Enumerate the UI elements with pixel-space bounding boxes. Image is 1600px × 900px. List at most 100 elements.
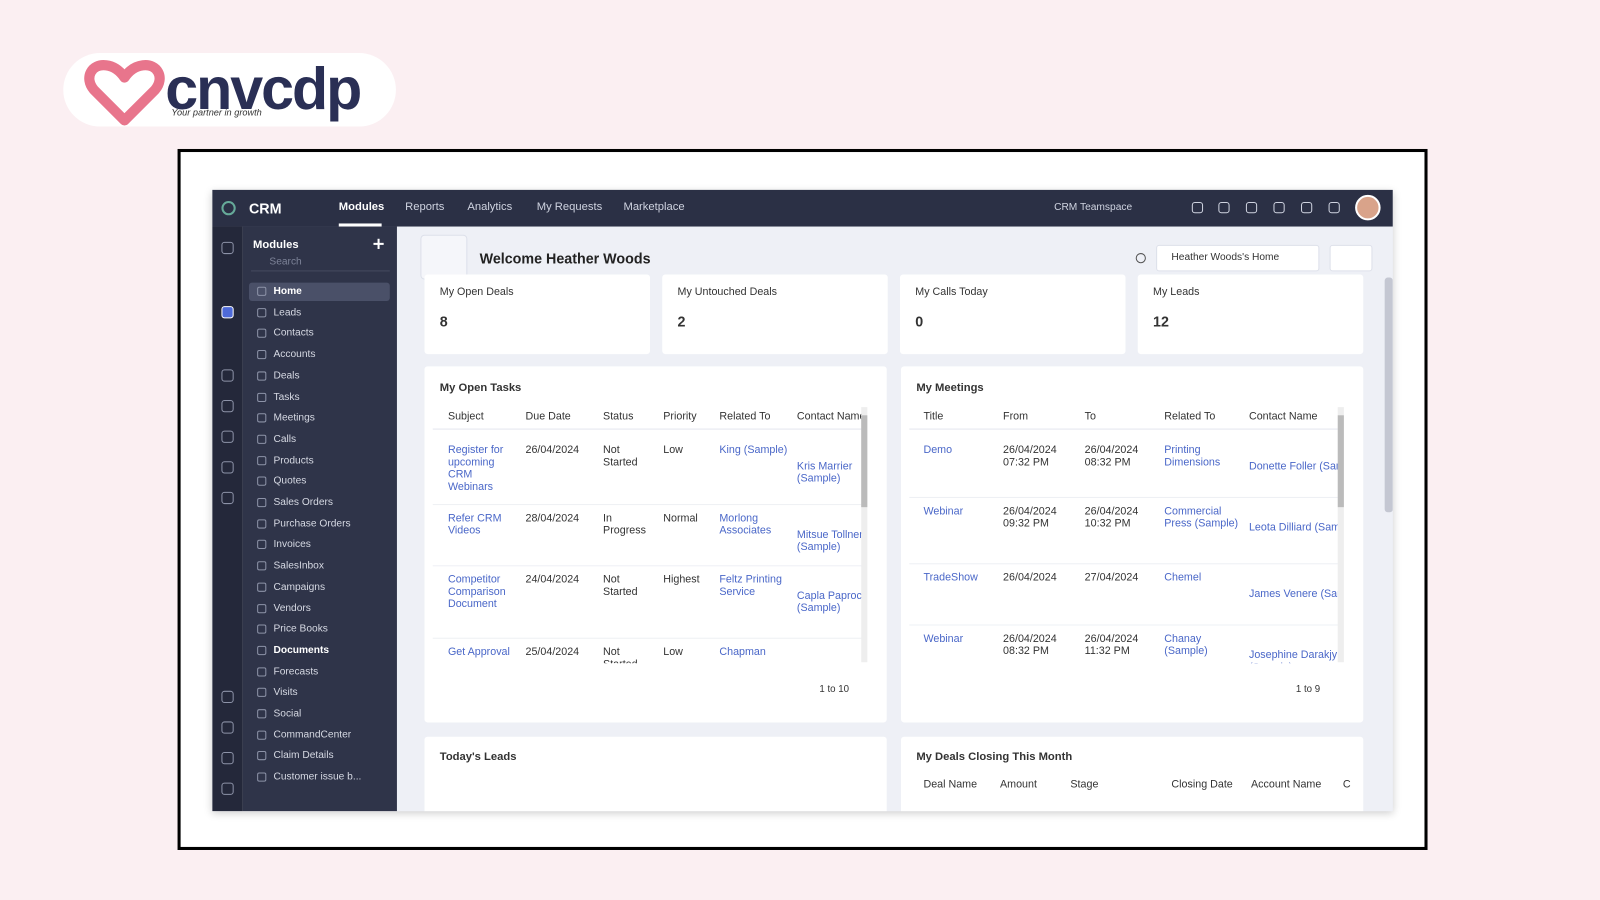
pager[interactable]: 1 to 9: [1295, 683, 1321, 695]
row-line: [432, 504, 865, 506]
cell[interactable]: Webinar: [923, 505, 964, 518]
cell: 26/04/2024: [1003, 571, 1057, 584]
menu-item[interactable]: Purchase Orders: [273, 518, 351, 530]
menu-item[interactable]: SalesInbox: [273, 560, 324, 572]
pager[interactable]: 1 to 10: [819, 683, 850, 695]
toolbar-icon[interactable]: [1301, 202, 1313, 214]
toolbar-icon[interactable]: [1273, 202, 1285, 214]
search-box[interactable]: Search: [251, 253, 390, 272]
column-header: Related To: [1164, 410, 1216, 423]
toolbar-icon[interactable]: [1328, 202, 1340, 214]
scrollbar: [1337, 407, 1344, 663]
cell[interactable]: Kris Marrier (Sample): [796, 460, 853, 485]
menu-item[interactable]: Meetings: [273, 412, 315, 424]
rail-icon[interactable]: [221, 752, 234, 765]
menu-item[interactable]: Quotes: [273, 475, 307, 488]
menu-item[interactable]: Forecasts: [273, 665, 319, 678]
rail-icon[interactable]: [221, 721, 234, 734]
menu-icon: [257, 350, 267, 360]
nav-tab[interactable]: My Requests: [536, 201, 603, 214]
teamspace-selector[interactable]: CRM Teamspace: [1054, 202, 1133, 214]
app-name: CRM: [248, 199, 282, 217]
menu-item[interactable]: Price Books: [273, 623, 328, 635]
cell[interactable]: Webinar: [923, 632, 964, 645]
cell: In Progress: [603, 512, 646, 537]
toolbar-icon[interactable]: [1191, 202, 1204, 214]
cell[interactable]: Register for upcoming CRM Webinars: [447, 443, 504, 493]
menu-icon: [257, 286, 267, 296]
toolbar-icon[interactable]: [1218, 202, 1230, 214]
avatar[interactable]: [1355, 194, 1381, 221]
cell[interactable]: Capla Paprocki (Sample): [796, 589, 865, 615]
menu-item[interactable]: CommandCenter: [273, 729, 352, 741]
nav-tab[interactable]: Marketplace: [623, 201, 685, 214]
menu-item[interactable]: Accounts: [273, 349, 316, 361]
menu-item[interactable]: Documents: [273, 644, 330, 657]
cell[interactable]: Mitsue Tollner (Sample): [796, 528, 863, 554]
menu-item[interactable]: Customer issue b...: [273, 771, 362, 783]
menu-item[interactable]: Contacts: [273, 327, 314, 340]
cell[interactable]: Printing Dimensions: [1164, 443, 1221, 469]
menu-item[interactable]: Vendors: [273, 602, 311, 614]
menu-icon: [257, 519, 267, 529]
cell[interactable]: Chapman: [719, 645, 766, 659]
view-selector[interactable]: Heather Woods's Home: [1156, 244, 1320, 272]
cell[interactable]: TradeShow: [923, 571, 978, 584]
cell[interactable]: Morlong Associates: [719, 512, 772, 537]
rail-icon[interactable]: [221, 782, 234, 795]
cell[interactable]: Refer CRM Videos: [447, 512, 502, 537]
nav-tab[interactable]: Analytics: [467, 201, 513, 214]
rail-icon[interactable]: [221, 369, 234, 382]
app-icon: [221, 201, 236, 216]
row-line: [909, 624, 1341, 626]
rail-icon[interactable]: [221, 241, 234, 255]
nav-tab[interactable]: Modules: [338, 201, 385, 214]
rail-icon[interactable]: [221, 306, 234, 319]
view-name: Heather Woods's Home: [1171, 252, 1280, 264]
cell[interactable]: Feltz Printing Service: [719, 573, 782, 598]
rail-icon[interactable]: [221, 461, 234, 474]
rail-icon[interactable]: [221, 491, 234, 505]
row-line: [909, 496, 1341, 498]
menu-item[interactable]: Social: [273, 708, 302, 720]
cell[interactable]: James Venere (Sample): [1248, 587, 1341, 600]
menu-item[interactable]: Visits: [273, 687, 298, 699]
column-header: Deal Name: [923, 778, 978, 791]
column-header: To: [1084, 410, 1097, 423]
more-button[interactable]: [1329, 244, 1373, 272]
cell[interactable]: Donette Foller (Sample): [1248, 460, 1341, 473]
rail-icon[interactable]: [221, 430, 234, 443]
rail-icon[interactable]: [221, 690, 234, 704]
refresh-icon[interactable]: [1135, 253, 1146, 264]
cell[interactable]: Chanay (Sample): [1164, 632, 1208, 658]
row-line: [909, 563, 1341, 565]
menu-icon: [257, 413, 267, 423]
cell[interactable]: Chemel: [1164, 571, 1202, 584]
cell[interactable]: Commercial Press (Sample): [1164, 505, 1239, 530]
menu-item[interactable]: Invoices: [273, 539, 311, 551]
cell[interactable]: Demo: [923, 443, 953, 457]
menu-item[interactable]: Deals: [273, 370, 300, 382]
cell[interactable]: Leota Dilliard (Sample): [1248, 521, 1341, 534]
menu-item[interactable]: Home: [273, 285, 302, 297]
menu-icon: [257, 709, 267, 719]
toolbar-icon[interactable]: [1245, 202, 1258, 214]
menu-item[interactable]: Campaigns: [273, 581, 326, 593]
add-button[interactable]: [373, 238, 384, 249]
menu-icon: [257, 624, 267, 634]
menu-item[interactable]: Tasks: [273, 391, 300, 403]
stat-card: My Calls Today 0: [899, 274, 1126, 355]
cell[interactable]: Josephine Darakjy (Sample): [1248, 648, 1338, 663]
menu-item[interactable]: Sales Orders: [273, 496, 334, 509]
menu-item[interactable]: Products: [273, 454, 314, 466]
nav-tab[interactable]: Reports: [405, 201, 445, 214]
menu-item[interactable]: Calls: [273, 433, 297, 445]
menu-item[interactable]: Leads: [273, 306, 302, 319]
cell[interactable]: King (Sample): [719, 443, 788, 457]
cell[interactable]: Simon: [797, 662, 864, 663]
cell[interactable]: Competitor Comparison Document: [447, 573, 506, 611]
menu-item[interactable]: Claim Details: [273, 750, 334, 762]
cell[interactable]: Get Approval: [447, 645, 510, 659]
rail-icon[interactable]: [221, 399, 234, 413]
cell: Not Started: [603, 573, 638, 598]
